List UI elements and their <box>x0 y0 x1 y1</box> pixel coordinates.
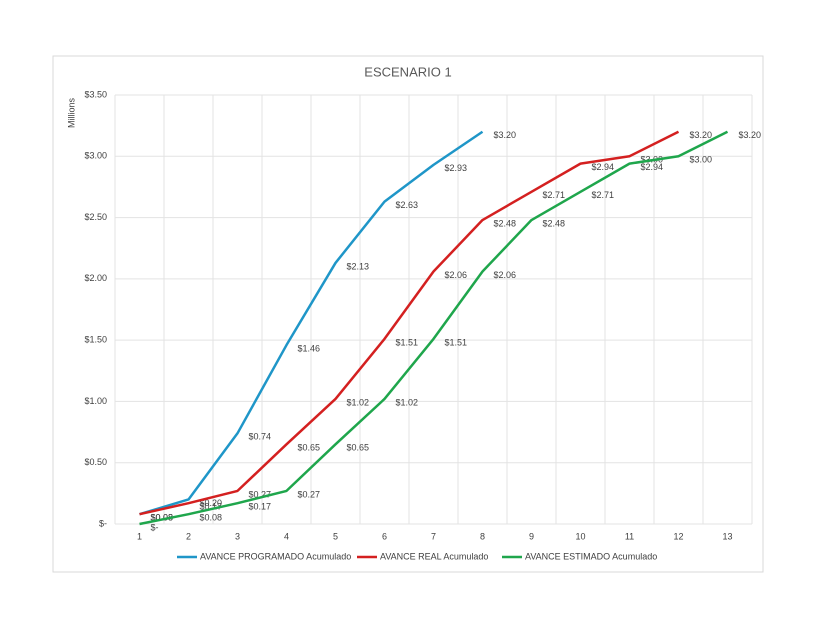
y-tick-label: $2.50 <box>84 212 107 222</box>
data-label: $3.20 <box>739 130 762 140</box>
data-label: $0.65 <box>298 443 321 453</box>
data-label: $2.48 <box>543 218 566 228</box>
chart-title: ESCENARIO 1 <box>364 64 451 79</box>
data-label: $2.63 <box>396 200 419 210</box>
data-label: $2.13 <box>347 261 370 271</box>
x-tick-label: 5 <box>333 531 338 541</box>
data-label: $0.27 <box>249 489 272 499</box>
data-label: $0.08 <box>200 513 223 523</box>
chart-border <box>52 55 764 573</box>
x-tick-label: 9 <box>529 531 534 541</box>
data-label: $1.02 <box>347 397 370 407</box>
data-label: $0.65 <box>347 443 370 453</box>
data-label: $- <box>151 522 159 532</box>
data-label: $0.17 <box>200 502 223 512</box>
data-label: $0.08 <box>151 513 174 523</box>
x-tick-label: 4 <box>284 531 289 541</box>
data-label: $3.20 <box>690 130 713 140</box>
data-label: $0.20 <box>200 498 223 508</box>
data-label: $3.20 <box>494 130 517 140</box>
data-label: $2.94 <box>641 162 664 172</box>
y-tick-label: $1.50 <box>84 335 107 345</box>
x-tick-label: 6 <box>382 531 387 541</box>
series-line <box>139 130 484 516</box>
data-label: $1.51 <box>445 337 468 347</box>
y-tick-label: $0.50 <box>84 457 107 467</box>
y-tick-label: $1.00 <box>84 396 107 406</box>
data-label: $1.02 <box>396 397 419 407</box>
x-tick-label: 3 <box>235 531 240 541</box>
data-label: $3.00 <box>690 155 713 165</box>
data-label: $1.51 <box>396 337 419 347</box>
y-tick-label: $3.00 <box>84 151 107 161</box>
x-tick-label: 11 <box>625 531 634 541</box>
x-tick-label: 12 <box>673 531 683 541</box>
x-tick-label: 1 <box>137 531 142 541</box>
data-label: $1.46 <box>298 343 321 353</box>
x-tick-label: 10 <box>575 531 585 541</box>
legend-label: AVANCE PROGRAMADO Acumulado <box>200 551 351 561</box>
data-label: $0.17 <box>249 502 272 512</box>
data-label: $2.48 <box>494 218 517 228</box>
y-tick-label: $2.00 <box>84 273 107 283</box>
data-label: $2.93 <box>445 163 468 173</box>
data-label: $0.27 <box>298 489 321 499</box>
x-tick-label: 8 <box>480 531 485 541</box>
data-label: $0.74 <box>249 432 272 442</box>
x-tick-label: 2 <box>186 531 191 541</box>
y-axis-label: Millions <box>66 98 76 129</box>
data-label: $0.08 <box>151 513 174 523</box>
x-tick-label: 13 <box>722 531 732 541</box>
x-tick-label: 7 <box>431 531 436 541</box>
data-label: $2.71 <box>543 190 566 200</box>
data-label: $2.94 <box>592 162 615 172</box>
series-line <box>139 130 729 526</box>
y-tick-label: $3.50 <box>84 89 107 99</box>
legend-label: AVANCE ESTIMADO Acumulado <box>525 551 657 561</box>
series-line <box>139 130 680 516</box>
y-tick-label: $- <box>99 518 107 528</box>
data-label: $2.06 <box>494 270 517 280</box>
data-label: $2.71 <box>592 190 615 200</box>
legend-label: AVANCE REAL Acumulado <box>380 551 488 561</box>
data-label: $2.06 <box>445 270 468 280</box>
